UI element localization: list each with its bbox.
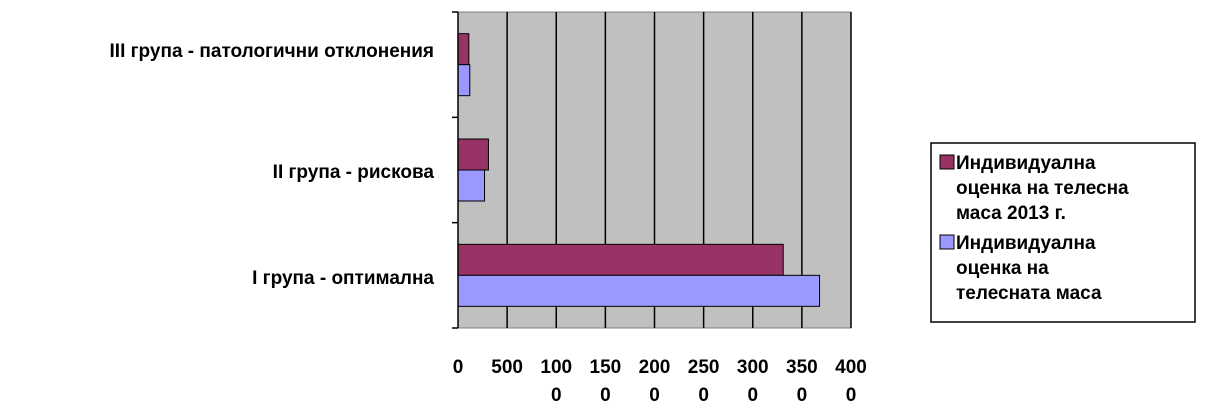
x-tick-label: 500 [491, 357, 523, 378]
x-tick-label: 250 [688, 357, 720, 378]
x-tick-label-line-2: 0 [551, 385, 562, 406]
legend-label-series-1-line-2: оценка на телесна [956, 178, 1129, 199]
legend-swatch-series-2 [939, 234, 955, 250]
x-tick-label: 350 [786, 357, 818, 378]
legend-box [930, 142, 1196, 323]
legend-label-series-1-line-3: маса 2013 г. [956, 203, 1066, 224]
bar-series-2-cat-2 [457, 169, 486, 202]
bar-series-1-cat-3 [457, 33, 470, 66]
x-tick-label: 300 [737, 357, 769, 378]
legend: Индивидуална оценка на телесна маса 2013… [930, 142, 1196, 323]
legend-label-series-2-line-1: Индивидуална [956, 233, 1096, 254]
legend-label-series-2-line-3: телесната маса [956, 283, 1102, 304]
x-tick-label-line-2: 0 [649, 385, 660, 406]
x-tick-label: 100 [540, 357, 572, 378]
x-tick-label: 200 [639, 357, 671, 378]
category-label-3: III група - патологични отклонения [110, 41, 434, 62]
x-tick-label-line-2: 0 [747, 385, 758, 406]
bar-series-1-cat-1 [457, 243, 784, 276]
bar-series-2-cat-3 [457, 64, 471, 97]
x-tick-label: 0 [453, 357, 464, 378]
x-tick-label-line-2: 0 [846, 385, 857, 406]
bars [457, 33, 821, 307]
x-tick-label: 150 [590, 357, 622, 378]
y-axis-ticks [452, 11, 458, 329]
x-tick-label: 400 [835, 357, 867, 378]
x-tick-label-line-2: 0 [698, 385, 709, 406]
category-label-1: I група - оптимална [252, 268, 434, 289]
x-tick-label-line-2: 0 [600, 385, 611, 406]
legend-label-series-2-line-2: оценка на [956, 258, 1049, 279]
bar-series-1-cat-2 [457, 138, 489, 171]
legend-swatch-series-1 [939, 154, 955, 170]
category-label-2: II група - рискова [273, 162, 435, 183]
legend-label-series-1-line-1: Индивидуална [956, 153, 1096, 174]
bar-series-2-cat-1 [457, 274, 821, 307]
x-tick-label-line-2: 0 [797, 385, 808, 406]
